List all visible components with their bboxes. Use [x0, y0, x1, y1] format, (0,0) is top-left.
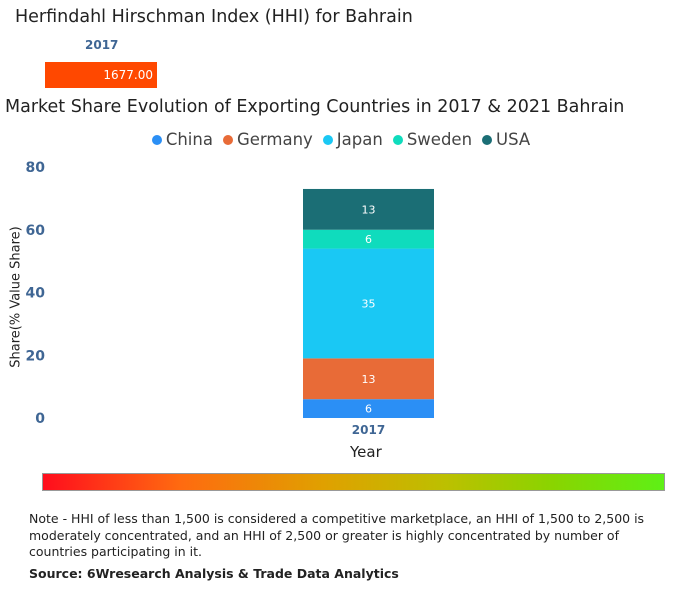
y-tick-label: 0 — [35, 411, 45, 427]
legend-item-china[interactable]: China — [151, 130, 213, 149]
data-label-china: 6 — [365, 403, 372, 416]
hhi-bar: 1677.00 — [45, 62, 157, 88]
legend-item-sweden[interactable]: Sweden — [392, 130, 473, 149]
source-line: Source: 6Wresearch Analysis & Trade Data… — [29, 566, 399, 581]
x-axis-label: Year — [350, 443, 382, 461]
bar-segment-germany[interactable] — [303, 358, 434, 400]
chart-legend: China Germany Japan Sweden USA — [0, 130, 682, 149]
y-tick-label: 40 — [26, 286, 46, 302]
legend-marker — [151, 134, 162, 145]
chart-title: Market Share Evolution of Exporting Coun… — [5, 97, 625, 117]
footnote: Note - HHI of less than 1,500 is conside… — [29, 511, 645, 559]
hhi-year-label: 2017 — [85, 38, 119, 52]
data-label-japan: 35 — [362, 297, 376, 310]
legend-marker — [482, 134, 493, 145]
legend-marker — [222, 134, 233, 145]
data-label-germany: 13 — [362, 373, 376, 386]
hhi-title: Herfindahl Hirschman Index (HHI) for Bah… — [15, 7, 413, 27]
bar-segment-usa[interactable] — [303, 188, 434, 230]
legend-label: USA — [496, 130, 531, 149]
bar-segment-japan[interactable] — [303, 248, 434, 359]
legend-marker — [392, 134, 403, 145]
y-tick-label: 80 — [26, 160, 46, 176]
legend-item-germany[interactable]: Germany — [222, 130, 313, 149]
hhi-value-label: 1677.00 — [103, 68, 153, 82]
x-tick-label: 2017 — [352, 423, 385, 437]
bar-segment-china[interactable] — [303, 399, 434, 418]
hhi-gradient-scale — [42, 473, 665, 491]
legend-label: China — [165, 130, 213, 149]
legend-item-japan[interactable]: Japan — [322, 130, 383, 149]
y-tick-label: 20 — [26, 348, 46, 364]
bar-segment-sweden[interactable] — [303, 229, 434, 249]
legend-label: Sweden — [406, 130, 473, 149]
legend-item-usa[interactable]: USA — [482, 130, 530, 149]
y-tick-label: 60 — [26, 223, 46, 239]
stacked-bar-chart: 0 20 40 60 80 6 13 35 6 13 2017 — [26, 160, 434, 437]
legend-label: Japan — [336, 130, 383, 149]
legend-marker — [322, 134, 333, 145]
data-label-sweden: 6 — [365, 233, 372, 246]
legend-label: Germany — [236, 130, 313, 149]
data-label-usa: 13 — [362, 203, 376, 216]
